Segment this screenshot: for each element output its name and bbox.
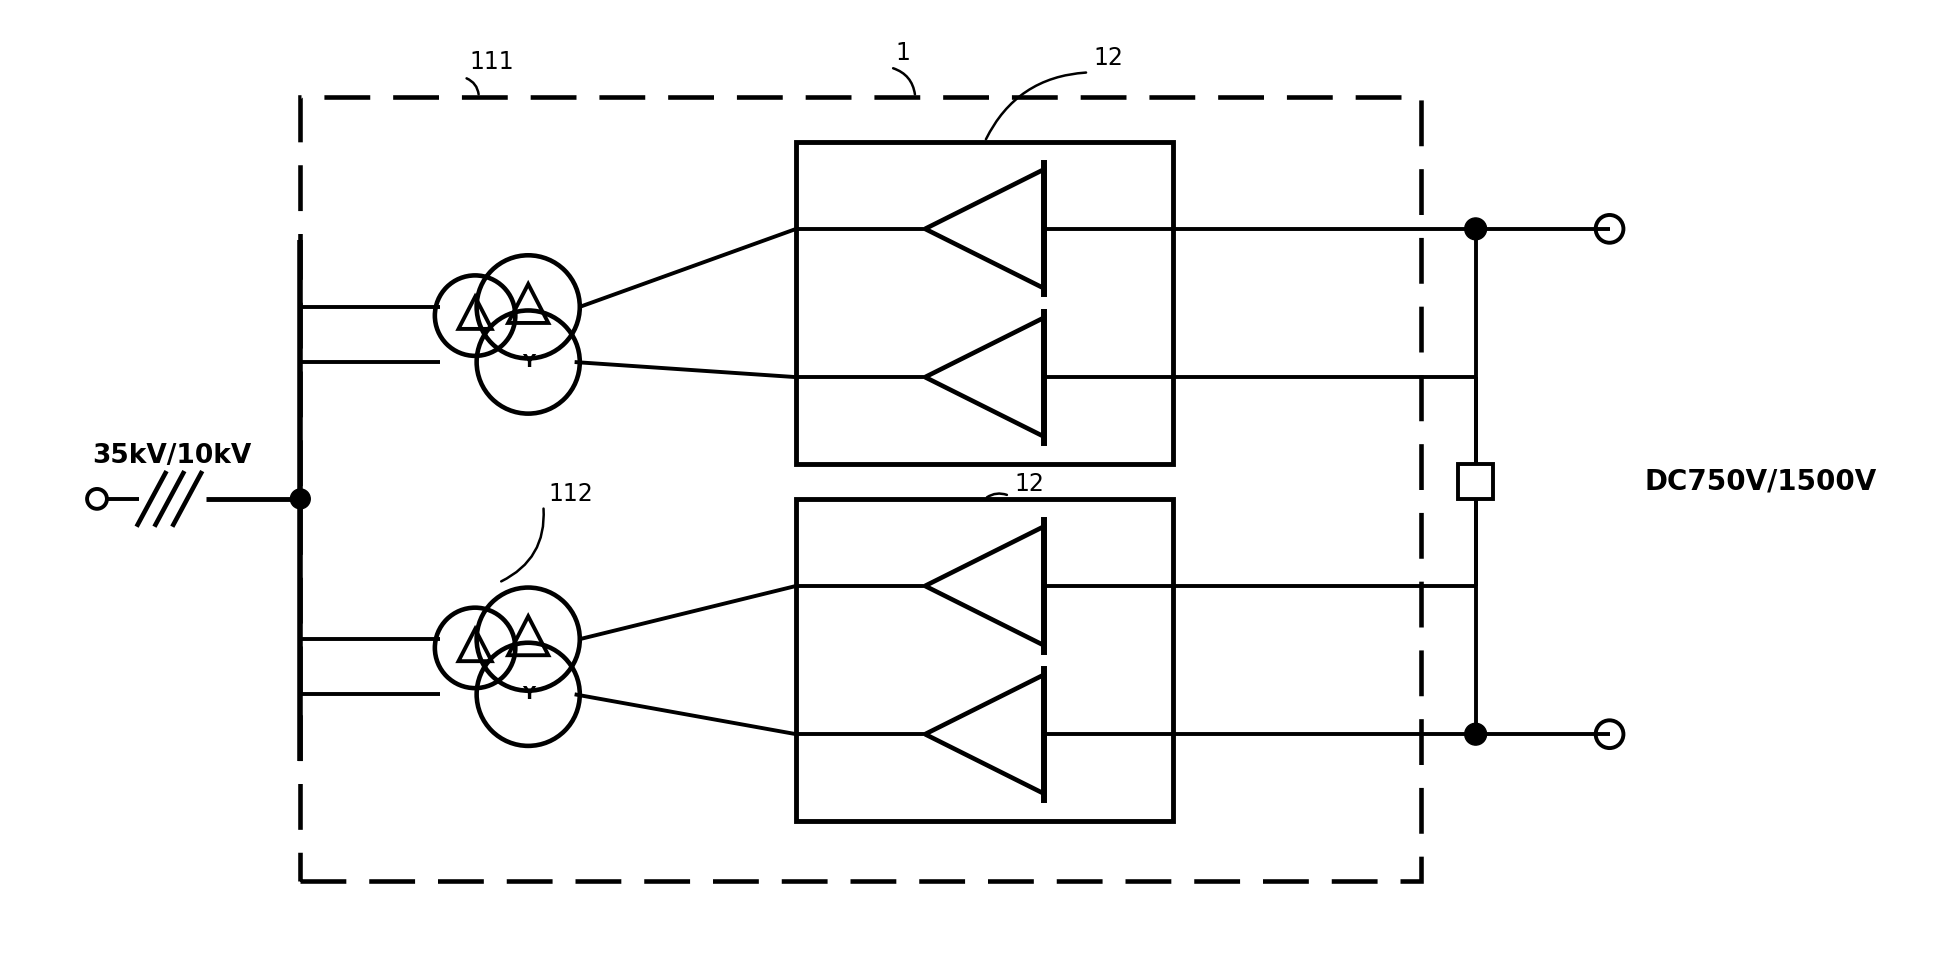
Text: 112: 112	[548, 482, 593, 506]
Circle shape	[1464, 723, 1486, 745]
Circle shape	[291, 489, 310, 509]
Circle shape	[1464, 218, 1486, 239]
Text: 111: 111	[469, 50, 513, 75]
Text: Y: Y	[521, 685, 535, 703]
Text: DC750V/1500V: DC750V/1500V	[1645, 467, 1877, 495]
Bar	[300, 97, 1422, 881]
Text: 12: 12	[1015, 472, 1044, 496]
Bar	[796, 141, 1174, 464]
Text: 1: 1	[895, 41, 910, 65]
Text: 12: 12	[1094, 46, 1123, 70]
Text: Y: Y	[521, 353, 535, 371]
Bar	[1459, 464, 1493, 499]
Bar	[796, 499, 1174, 821]
Text: 35kV/10kV: 35kV/10kV	[93, 443, 252, 469]
